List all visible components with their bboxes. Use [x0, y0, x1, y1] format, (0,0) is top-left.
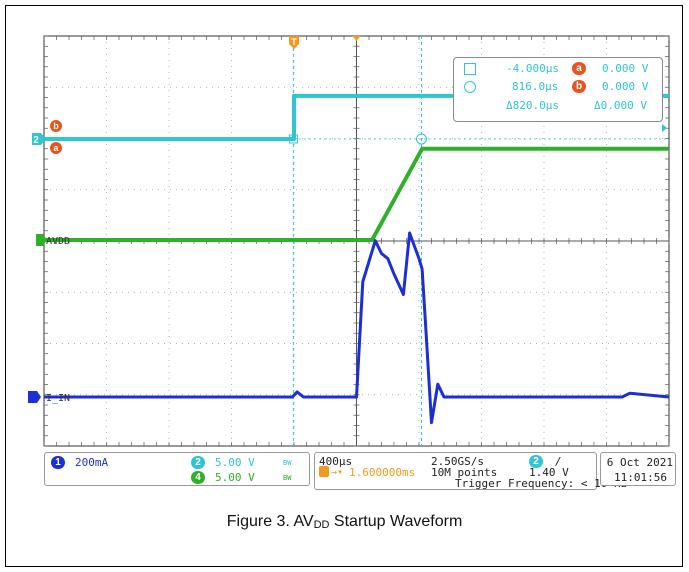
ch2-ground-icon: [32, 133, 46, 145]
trigger-position-icon: [319, 466, 329, 477]
ch2-bandwidth: BW: [283, 459, 292, 467]
record-length: 10M points: [431, 466, 498, 479]
trigger-marker-label: T: [291, 37, 297, 47]
ch2-scale: 5.00 V: [215, 456, 255, 469]
cursor-b-badge: b: [572, 80, 586, 93]
ch4-bandwidth: BW: [283, 474, 292, 482]
trigger-level: 1.40 V: [529, 466, 569, 479]
cursor-b-tag-circle: [50, 120, 62, 132]
ch4-trace-label: AVDD: [46, 236, 70, 247]
trigger-position: 1.600000ms: [349, 466, 416, 479]
channel-settings-panel: 1 200mA 2 5.00 V BW 4 5.00 V BW: [44, 452, 310, 486]
ch1-ground-icon: [28, 391, 41, 403]
cursor-a-value: 0.000 V: [602, 62, 649, 75]
ch4-ground-icon: [36, 234, 47, 246]
ch4-badge: 4: [191, 471, 205, 484]
ch1-badge: 1: [51, 456, 65, 469]
trigger-channel-badge: 2: [529, 455, 543, 468]
center-marker-icon: [352, 36, 361, 41]
cursor-a-time: -4.000µs: [506, 62, 559, 75]
waveforms: [44, 36, 670, 446]
cursor-a-tag-circle: [50, 142, 62, 154]
ch2-badge: 2: [191, 456, 205, 469]
ch2-ground-label: 2: [33, 135, 39, 146]
ch4-scale: 5.00 V: [215, 471, 255, 484]
trace-i-in: [44, 231, 670, 425]
trigger-frequency: Trigger Frequency: < 10 Hz: [455, 477, 628, 490]
cursor-b-time: 816.0µs: [512, 80, 559, 93]
cursor-b-marker: [416, 133, 427, 145]
cursor-b-value: 0.000 V: [602, 80, 649, 93]
datetime-panel: 6 Oct 2021 11:01:56: [600, 452, 676, 486]
cursor-delta-time: Δ820.0µs: [506, 99, 559, 112]
figure-caption: Figure 3. AVDD Startup Waveform: [226, 513, 463, 531]
sample-rate: 2.50GS/s: [431, 455, 484, 468]
time-value: 11:01:56: [614, 471, 667, 484]
trigger-level-marker-icon: [662, 124, 667, 132]
trigger-arrow-icon: →▾: [331, 467, 344, 478]
cursor-square-icon: [464, 63, 476, 75]
date-value: 6 Oct 2021: [606, 456, 673, 469]
cursor-delta-value: Δ0.000 V: [594, 99, 647, 112]
ch1-trace-label: I_IN: [46, 393, 70, 404]
trace-avdd: [44, 146, 669, 242]
timebase-value: 400µs: [319, 455, 353, 468]
trigger-slope-icon: /: [555, 455, 562, 468]
cursor-a-marker: [288, 134, 298, 144]
cursor-b-tag: b: [53, 121, 59, 131]
timebase-trigger-panel: 400µs 2.50GS/s 2 / →▾ 1.600000ms 10M poi…: [314, 452, 627, 490]
cursor-a-tag: a: [53, 143, 59, 153]
cursor-circle-icon: [464, 81, 476, 93]
ch1-scale: 200mA: [75, 456, 109, 469]
trigger-marker-icon: [289, 36, 299, 49]
cursor-a-badge: a: [572, 62, 586, 75]
cursor-readout-box: -4.000µs a 0.000 V 816.0µs b 0.000 V Δ82…: [453, 57, 663, 122]
